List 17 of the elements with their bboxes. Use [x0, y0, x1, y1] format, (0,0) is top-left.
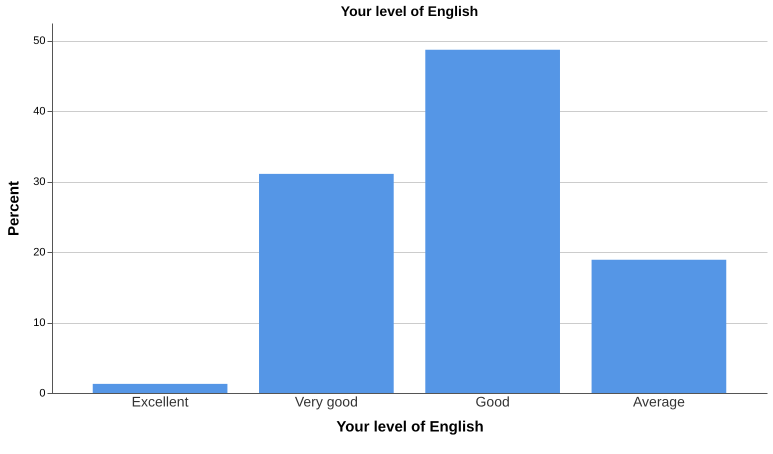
bar [92, 384, 228, 393]
bar [259, 174, 394, 393]
y-tick-label: 10 [33, 317, 46, 330]
x-axis-title: Your level of English [336, 418, 484, 436]
y-tick-label: 20 [33, 246, 46, 259]
x-tick-label: Good [476, 394, 510, 410]
y-axis-title: Percent [5, 180, 22, 236]
x-tick-label: Average [632, 394, 686, 410]
x-tick-label: Excellent [132, 394, 189, 410]
y-tick-label: 50 [33, 35, 46, 48]
y-tick-label: 0 [39, 388, 46, 400]
y-tick-label: 30 [33, 176, 46, 188]
x-tick-label: Very good [294, 394, 358, 410]
bar [592, 260, 726, 393]
chart-title: Your level of English [340, 3, 478, 19]
bar [425, 50, 560, 393]
y-tick-label: 40 [33, 106, 46, 118]
